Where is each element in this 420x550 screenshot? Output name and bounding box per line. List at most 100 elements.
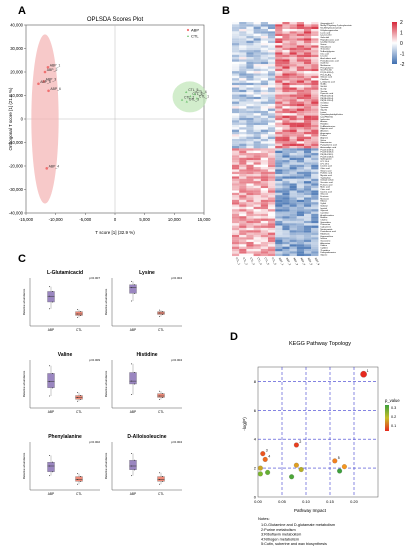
heatmap-cell xyxy=(239,103,247,107)
heatmap-cell xyxy=(296,160,305,163)
heatmap-cell xyxy=(296,43,305,46)
heatmap-cell xyxy=(260,230,269,233)
heatmap-cell xyxy=(239,239,247,243)
heatmap-cell xyxy=(296,169,305,172)
heatmap-cell xyxy=(311,96,319,100)
heatmap-cell xyxy=(239,134,247,137)
heatmap-cell xyxy=(232,36,240,39)
heatmap-cell xyxy=(268,162,276,165)
heatmap-cell xyxy=(282,110,290,114)
heatmap-cell xyxy=(275,162,283,165)
heatmap-cell xyxy=(311,146,319,149)
heatmap-cell xyxy=(275,131,283,135)
heatmap-cell xyxy=(275,103,283,107)
heatmap-cell xyxy=(232,94,240,97)
heatmap-cell xyxy=(296,220,305,224)
heatmap-cell xyxy=(282,174,290,177)
boxplot-point xyxy=(80,480,82,482)
heatmap-cell xyxy=(289,134,297,137)
heatmap-cell xyxy=(289,169,297,172)
heatmap-cell xyxy=(275,248,283,252)
heatmap-cell xyxy=(232,169,240,172)
heatmap-row-label: Oleic acid xyxy=(320,168,330,170)
heatmap-cell xyxy=(268,160,276,163)
heatmap-cell xyxy=(275,129,283,133)
heatmap-cell xyxy=(253,183,261,186)
heatmap-cell xyxy=(304,248,312,252)
heatmap-cell xyxy=(289,190,297,193)
pathway-point-label: 5 xyxy=(338,456,340,460)
heatmap-cell xyxy=(232,87,240,90)
heatmap-cell xyxy=(311,230,319,233)
heatmap-cell xyxy=(232,204,240,207)
heatmap-cell xyxy=(275,134,283,137)
heatmap-cell xyxy=(275,71,283,74)
heatmap-cell xyxy=(304,202,312,205)
heatmap-row-label: Fumaric acid xyxy=(320,183,333,186)
heatmap-row-label: Isoleucine xyxy=(320,119,330,121)
heatmap-cell xyxy=(275,124,283,128)
heatmap-row-label: Palmitic acid xyxy=(320,172,333,175)
heatmap-cell xyxy=(232,248,240,252)
heatmap-cell xyxy=(260,174,269,177)
heatmap-cell xyxy=(268,64,276,67)
heatmap-cell xyxy=(289,153,297,156)
heatmap-cell xyxy=(253,127,261,130)
heatmap-cell xyxy=(275,251,283,254)
heatmap-cell xyxy=(275,101,283,104)
heatmap-cell xyxy=(311,220,319,224)
heatmap-cell xyxy=(289,171,297,175)
heatmap-cell xyxy=(239,29,247,32)
boxplot-point xyxy=(162,480,164,482)
heatmap-cell xyxy=(253,110,261,114)
heatmap-cell xyxy=(232,237,240,240)
heatmap-cell xyxy=(304,239,312,243)
heatmap-cell xyxy=(253,178,261,182)
heatmap-cell xyxy=(232,150,240,154)
heatmap-cell xyxy=(232,183,240,186)
heatmap-cell xyxy=(311,150,319,154)
heatmap-cell xyxy=(253,169,261,172)
heatmap-cell xyxy=(282,68,290,72)
heatmap-cell xyxy=(282,38,290,41)
heatmap-cell xyxy=(260,225,269,228)
heatmap-row-label: Cadaverine xyxy=(320,225,331,228)
heatmap-cell xyxy=(239,209,247,212)
heatmap-cell xyxy=(246,29,254,32)
heatmap-cell xyxy=(253,188,261,191)
heatmap-cell xyxy=(246,216,254,219)
heatmap-cell xyxy=(282,87,290,90)
heatmap-cell xyxy=(260,131,269,135)
heatmap-cell xyxy=(304,164,312,168)
heatmap-cell xyxy=(246,234,254,238)
heatmap-cell xyxy=(304,106,312,109)
heatmap-cell xyxy=(275,31,283,34)
heatmap-cell xyxy=(275,153,283,156)
heatmap-cell xyxy=(304,190,312,193)
heatmap-row-label: Proline xyxy=(320,134,327,137)
heatmap-cell xyxy=(289,61,297,65)
heatmap-cell xyxy=(232,101,240,104)
heatmap-cell xyxy=(239,251,247,254)
heatmap-row-label: PC(18:0/18:2) xyxy=(320,152,333,154)
heatmap-cell xyxy=(253,106,261,109)
heatmap-cell xyxy=(232,115,240,118)
heatmap-cell xyxy=(260,143,269,147)
heatmap-row-label: Glycine xyxy=(320,255,328,257)
heatmap-cell xyxy=(260,24,269,27)
heatmap-cell xyxy=(282,230,290,233)
heatmap-cell xyxy=(311,192,319,196)
heatmap-cell xyxy=(246,66,254,69)
heatmap-cell xyxy=(304,244,312,247)
heatmap-cell xyxy=(232,202,240,205)
heatmap-cell xyxy=(239,99,247,102)
heatmap-cell xyxy=(253,237,261,240)
heatmap-cell xyxy=(239,188,247,191)
notes-line: 2:Purine metabolism xyxy=(261,528,296,532)
heatmap-cell xyxy=(296,237,305,240)
heatmap-cell xyxy=(282,36,290,39)
heatmap-cell xyxy=(296,127,305,130)
heatmap-cell xyxy=(232,29,240,32)
heatmap-row-label: PC(16:0/18:1) xyxy=(320,149,333,151)
